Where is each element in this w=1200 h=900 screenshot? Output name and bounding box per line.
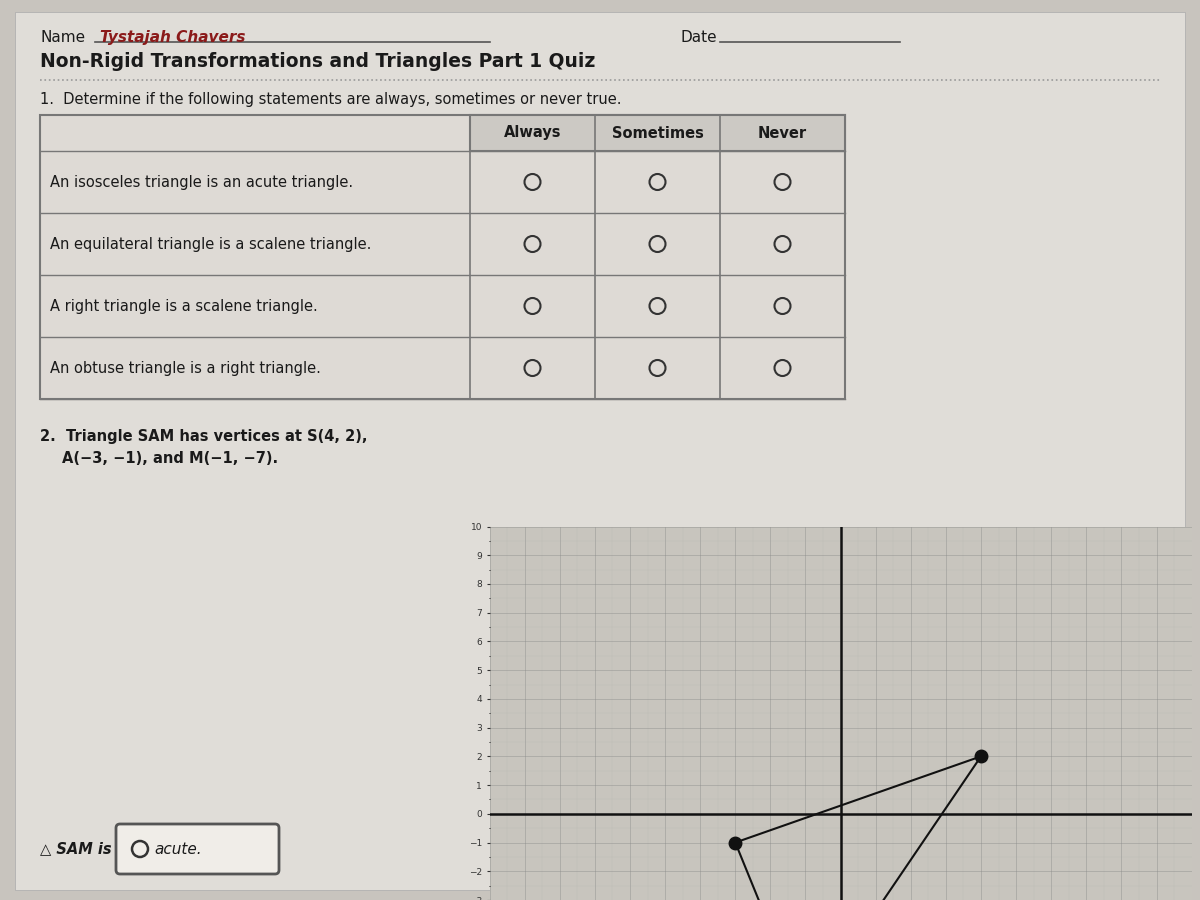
Text: Date: Date [680,30,716,45]
Text: An isosceles triangle is an acute triangle.: An isosceles triangle is an acute triang… [50,175,353,190]
Text: A right triangle is a scalene triangle.: A right triangle is a scalene triangle. [50,299,318,313]
Text: Tystajah Chavers: Tystajah Chavers [100,30,246,45]
Text: Sometimes: Sometimes [612,125,703,140]
Text: Always: Always [504,125,562,140]
Text: Name: Name [40,30,85,45]
Text: Never: Never [758,125,808,140]
Text: Non-Rigid Transformations and Triangles Part 1 Quiz: Non-Rigid Transformations and Triangles … [40,52,595,71]
Text: △ SAM is: △ SAM is [40,842,112,857]
Text: An equilateral triangle is a scalene triangle.: An equilateral triangle is a scalene tri… [50,237,371,251]
FancyBboxPatch shape [470,115,845,151]
Text: An obtuse triangle is a right triangle.: An obtuse triangle is a right triangle. [50,361,320,375]
Text: acute.: acute. [154,842,202,857]
FancyBboxPatch shape [14,12,1186,890]
FancyBboxPatch shape [116,824,278,874]
FancyBboxPatch shape [40,115,845,399]
Text: A(−3, −1), and M(−1, −7).: A(−3, −1), and M(−1, −7). [62,451,278,466]
Text: 1.  Determine if the following statements are always, sometimes or never true.: 1. Determine if the following statements… [40,92,622,107]
Text: 2.  Triangle SAM has vertices at S(4, 2),: 2. Triangle SAM has vertices at S(4, 2), [40,429,367,444]
